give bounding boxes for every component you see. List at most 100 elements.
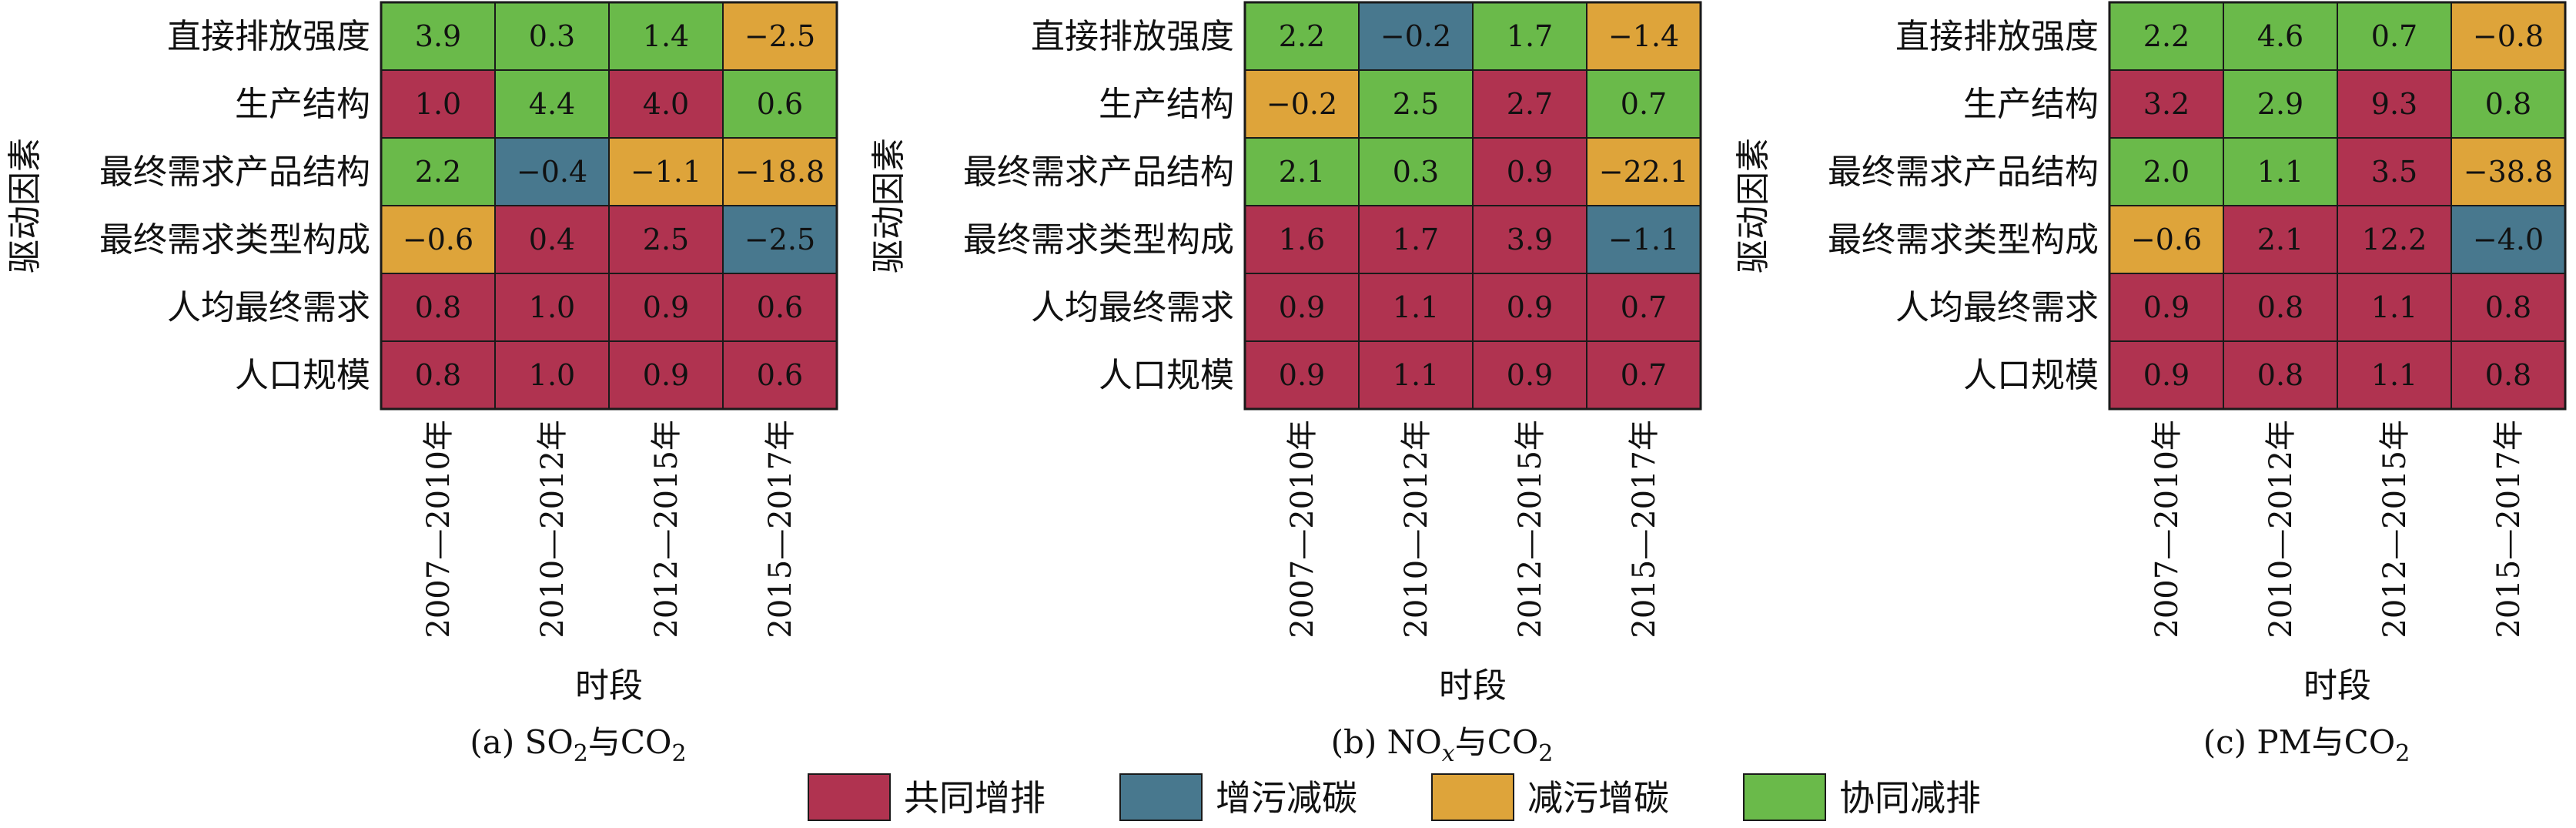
heatmap-cell	[1244, 69, 1360, 139]
heatmap-cell	[2223, 340, 2338, 410]
row-tick-label: 生产结构	[1099, 85, 1234, 124]
row-tick-label: 人均最终需求	[167, 288, 370, 327]
heatmap-cell	[608, 340, 724, 410]
legend-swatch	[1431, 773, 1514, 821]
heatmap-cell	[2109, 137, 2224, 206]
heatmap-cell	[2109, 273, 2224, 342]
cell-value-label: 3.2	[2143, 87, 2190, 121]
row-tick-label: 直接排放强度	[1031, 17, 1234, 56]
cell-value-label: 0.9	[643, 358, 689, 392]
column-tick-label: 2010—2012年	[1399, 420, 1434, 639]
cell-value-label: 0.8	[415, 358, 461, 392]
cell-value-label: 1.4	[643, 19, 689, 53]
legend-swatch	[1119, 773, 1203, 821]
cell-value-label: 0.9	[1279, 290, 1325, 324]
heatmap-cell	[2109, 205, 2224, 274]
heatmap-cell	[2337, 69, 2452, 139]
cell-value-label: 4.0	[643, 87, 689, 121]
heatmap-cell	[494, 205, 610, 274]
cell-value-label: 1.1	[1393, 358, 1439, 392]
heatmap-cell	[1586, 273, 1701, 342]
heatmap-cell	[2451, 273, 2566, 342]
heatmap-cell	[1358, 69, 1474, 139]
cell-value-label: −1.1	[631, 155, 701, 189]
heatmap-cell	[494, 340, 610, 410]
cell-value-label: 0.6	[757, 358, 803, 392]
cell-value-label: 1.7	[1393, 223, 1439, 256]
heatmap-cell	[722, 137, 838, 206]
heatmap-cell	[1358, 273, 1474, 342]
cell-value-label: −1.4	[1608, 19, 1679, 53]
cell-value-label: 0.8	[2485, 290, 2531, 324]
row-tick-label: 生产结构	[1963, 85, 2099, 124]
cell-value-label: 0.9	[2143, 358, 2190, 392]
cell-value-label: −0.8	[2473, 19, 2544, 53]
legend-entry-label: 共同增排	[904, 777, 1045, 819]
legend-entry-label: 减污增碳	[1527, 777, 1669, 819]
cell-value-label: 9.3	[2371, 87, 2417, 121]
cell-value-label: −4.0	[2473, 223, 2544, 256]
column-tick-label: 2010—2012年	[535, 420, 570, 639]
cell-value-label: 1.0	[415, 87, 461, 121]
heatmap-cell	[2223, 273, 2338, 342]
cell-value-label: 2.2	[2143, 19, 2190, 53]
cell-value-label: 2.1	[2257, 223, 2303, 256]
x-axis-label: 时段	[1439, 666, 1507, 706]
row-tick-label: 最终需求类型构成	[963, 220, 1234, 260]
cell-value-label: 1.1	[1393, 290, 1439, 324]
cell-value-label: 2.1	[1279, 155, 1325, 189]
row-tick-label: 生产结构	[235, 85, 370, 124]
row-tick-label: 人口规模	[235, 356, 370, 395]
cell-value-label: −0.4	[517, 155, 587, 189]
heatmap-cell	[608, 273, 724, 342]
heatmap-cell	[494, 69, 610, 139]
cell-value-label: 12.2	[2362, 223, 2427, 256]
row-tick-label: 最终需求产品结构	[963, 153, 1234, 192]
cell-value-label: 1.6	[1279, 223, 1325, 256]
row-tick-label: 最终需求类型构成	[99, 220, 370, 260]
heatmap-cell	[380, 340, 496, 410]
cell-value-label: 0.8	[2257, 358, 2303, 392]
cell-value-label: −38.8	[2464, 155, 2553, 189]
cell-value-label: 3.9	[415, 19, 461, 53]
cell-value-label: 0.9	[1507, 358, 1553, 392]
row-tick-label: 最终需求类型构成	[1828, 220, 2099, 260]
heatmap-cell	[722, 205, 838, 274]
heatmap-cell	[722, 69, 838, 139]
row-tick-label: 人口规模	[1963, 356, 2099, 395]
row-tick-label: 直接排放强度	[1895, 17, 2099, 56]
heatmap-frame	[1243, 1, 1702, 411]
cell-value-label: −22.1	[1599, 155, 1688, 189]
cell-value-label: −2.5	[744, 19, 815, 53]
column-tick-label: 2007—2010年	[421, 420, 457, 639]
cell-value-label: 0.9	[643, 290, 689, 324]
heatmap-cell	[1586, 69, 1701, 139]
column-tick-label: 2012—2015年	[2377, 420, 2413, 639]
cell-value-label: 0.9	[2143, 290, 2190, 324]
cell-value-label: 4.6	[2257, 19, 2303, 53]
cell-value-label: 2.5	[643, 223, 689, 256]
column-tick-label: 2010—2012年	[2263, 420, 2299, 639]
cell-value-label: 3.5	[2371, 155, 2417, 189]
heatmap-cell	[494, 137, 610, 206]
cell-value-label: −0.2	[1266, 87, 1337, 121]
heatmap-cell	[722, 273, 838, 342]
heatmap-cell	[1586, 205, 1701, 274]
cell-value-label: 1.1	[2371, 290, 2417, 324]
cell-value-label: 2.5	[1393, 87, 1439, 121]
cell-value-label: 0.9	[1507, 155, 1553, 189]
heatmap-cell	[2109, 69, 2224, 139]
cell-value-label: 2.2	[1279, 19, 1325, 53]
row-tick-label: 人均最终需求	[1895, 288, 2099, 327]
heatmap-cell	[2337, 205, 2452, 274]
cell-value-label: 1.7	[1507, 19, 1553, 53]
cell-value-label: −2.5	[744, 223, 815, 256]
legend-entry-label: 协同减排	[1839, 777, 1981, 819]
row-tick-label: 人均最终需求	[1031, 288, 1234, 327]
heatmap-cell	[1472, 2, 1587, 71]
cell-value-label: 0.6	[757, 87, 803, 121]
cell-value-label: 0.6	[757, 290, 803, 324]
row-tick-label: 最终需求产品结构	[1828, 153, 2099, 192]
cell-value-label: 0.4	[529, 223, 575, 256]
heatmap-cell	[1472, 205, 1587, 274]
